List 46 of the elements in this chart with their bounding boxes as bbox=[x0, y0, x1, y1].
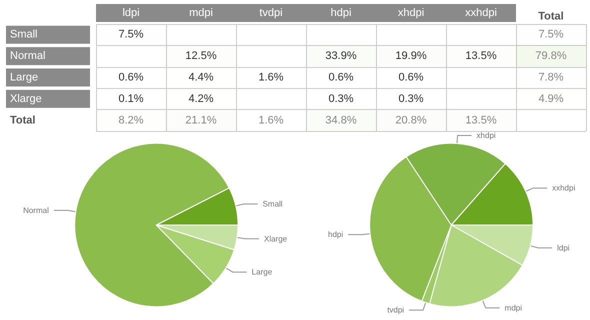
data-label: 12.5% bbox=[185, 50, 217, 62]
data-label: 7.8% bbox=[538, 72, 564, 84]
data-label: 13.5% bbox=[465, 114, 497, 126]
data-label: 0.3% bbox=[398, 92, 424, 105]
data-label: 33.9% bbox=[325, 50, 357, 62]
data-label: 8.2% bbox=[118, 114, 144, 126]
data-label: 1.6% bbox=[258, 114, 284, 126]
data-label: 0.6% bbox=[118, 72, 144, 84]
data-label: 4.9% bbox=[538, 92, 564, 105]
slice-label: Normal bbox=[23, 206, 50, 215]
slice-label: mdpi bbox=[504, 303, 522, 312]
slice-label: Large bbox=[252, 268, 273, 277]
data-label: 0.6% bbox=[328, 72, 354, 84]
slice-label: Xlarge bbox=[264, 234, 288, 244]
x-tick-label: xhdpi bbox=[398, 7, 424, 19]
data-label: 0.1% bbox=[118, 92, 144, 105]
y-tick-label: Large bbox=[10, 72, 38, 84]
data-label: 19.9% bbox=[395, 50, 427, 62]
y-tick-label: Xlarge bbox=[10, 92, 42, 105]
y-tick-label: Total bbox=[10, 114, 36, 126]
data-label: 7.5% bbox=[538, 28, 564, 41]
data-label: 21.1% bbox=[185, 114, 217, 126]
y-tick-label: Normal bbox=[10, 50, 46, 62]
x-tick-label: Total bbox=[538, 10, 564, 22]
data-label: 0.3% bbox=[328, 92, 354, 105]
y-tick-label: Small bbox=[10, 28, 38, 41]
data-label: 13.5% bbox=[465, 50, 497, 62]
x-tick-label: xxhdpi bbox=[465, 7, 497, 19]
x-tick-label: mdpi bbox=[189, 7, 213, 19]
slice-label: xxhdpi bbox=[552, 184, 576, 193]
data-label: 79.8% bbox=[535, 50, 567, 62]
data-label: 34.8% bbox=[325, 114, 357, 126]
slice-label: tvdpi bbox=[387, 306, 404, 315]
data-label: 20.8% bbox=[395, 114, 427, 126]
data-label: 4.4% bbox=[188, 72, 214, 84]
slice-label: Small bbox=[262, 200, 283, 209]
slice-label: ldpi bbox=[557, 243, 570, 252]
data-label: 7.5% bbox=[118, 28, 144, 41]
slice-label: hdpi bbox=[328, 230, 344, 240]
x-tick-label: tvdpi bbox=[259, 7, 283, 19]
data-label: 1.6% bbox=[258, 72, 284, 84]
slice-label: xhdpi bbox=[476, 131, 496, 140]
x-tick-label: ldpi bbox=[122, 7, 140, 19]
x-tick-label: hdpi bbox=[330, 7, 352, 19]
data-label: 4.2% bbox=[188, 92, 214, 105]
data-label: 0.6% bbox=[398, 72, 424, 84]
